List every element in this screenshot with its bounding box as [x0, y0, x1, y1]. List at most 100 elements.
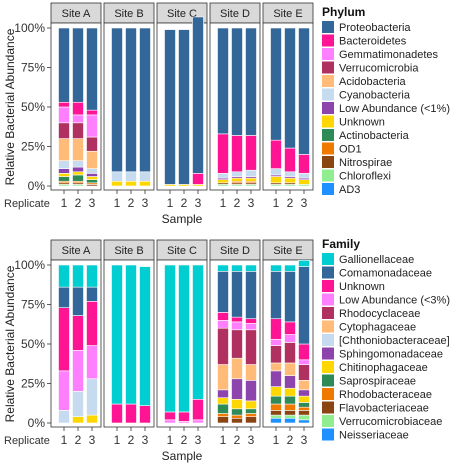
bar-segment [58, 122, 70, 139]
bar-segment [298, 395, 310, 403]
bar-segment [58, 410, 70, 424]
bar-segment [58, 106, 70, 124]
bar-segment [245, 271, 257, 320]
bar-segment [111, 180, 123, 187]
bar-segment [245, 329, 257, 365]
legend-swatch [322, 253, 334, 265]
bar-segment [58, 27, 70, 103]
legend-swatch [322, 374, 334, 387]
legend-swatch [322, 293, 334, 306]
legend-swatch [322, 401, 334, 414]
bar-segment [298, 179, 310, 185]
bar-segment [298, 364, 310, 381]
bar-segment [231, 357, 243, 380]
legend-label: Verrucomicrobia [339, 63, 419, 75]
y-tick-label: 75% [21, 61, 45, 75]
y-tick-label: 50% [21, 337, 45, 351]
bar-segment [284, 334, 296, 343]
bar-segment [298, 389, 310, 397]
bar-segment [125, 27, 137, 173]
legend-label: Unknown [339, 281, 385, 293]
bar-segment [58, 176, 70, 182]
bar-segment [139, 27, 151, 173]
legend-swatch [322, 183, 334, 195]
bar-segment [298, 406, 310, 411]
bar-segment [270, 168, 282, 176]
legend-swatch [322, 388, 334, 400]
bar-segment [178, 411, 190, 422]
bar-segment [270, 362, 282, 372]
legend-swatch [322, 320, 334, 333]
bar-segment [86, 414, 98, 424]
facet-label: Site A [62, 8, 91, 20]
legend-label: Rhodocyclaceae [339, 308, 420, 320]
bar-segment [86, 264, 98, 288]
legend-label: Sphingomonadaceae [339, 349, 443, 361]
bar-segment [217, 179, 229, 184]
x-tick-label: 1 [220, 196, 227, 210]
x-tick-label: 2 [234, 196, 241, 210]
legend-label: Gemmatimonadetes [339, 49, 439, 61]
x-tick-label: 3 [142, 433, 149, 447]
legend-label: [Chthoniobacteraceae] [339, 335, 450, 347]
bar-segment [270, 264, 282, 272]
legend-label: Low Abundance (<3%) [339, 295, 450, 307]
bar-segment [217, 319, 229, 329]
bar-segment [192, 264, 204, 400]
legend-title: Family [322, 237, 360, 251]
bar-segment [298, 154, 310, 174]
bar-segment [298, 27, 310, 155]
bar-segment [245, 364, 257, 381]
bar-segment [298, 380, 310, 391]
bar-segment [58, 286, 70, 308]
bar-segment [178, 264, 190, 413]
bar-segment [164, 419, 176, 424]
bar-segment [270, 403, 282, 411]
bar-segment [72, 174, 84, 182]
bar-segment [139, 171, 151, 182]
bar-segment [245, 27, 257, 136]
bar-segment [231, 177, 243, 182]
legend-swatch [322, 169, 334, 182]
legend-label: Low Abundance (<1%) [339, 103, 450, 115]
bar-segment [86, 345, 98, 380]
bar-segment [72, 138, 84, 162]
x-tick-label: 1 [61, 196, 68, 210]
bar-segment [217, 312, 229, 321]
x-tick-label: 1 [114, 433, 121, 447]
bar-segment [284, 395, 296, 405]
bar-segment [284, 410, 296, 416]
replicate-label: Replicate [4, 435, 50, 447]
bar-segment [298, 414, 310, 421]
legend-swatch [322, 142, 334, 155]
bar-segment [217, 403, 229, 414]
bar-segment [125, 171, 137, 182]
bar-segment [245, 408, 257, 414]
bar-segment [217, 327, 229, 365]
bar-segment [58, 307, 70, 372]
bar-segment [284, 321, 296, 335]
bar-segment [284, 27, 296, 149]
y-tick-label: 0% [28, 416, 46, 430]
bar-segment [125, 180, 137, 187]
bar-segment [217, 133, 229, 174]
legend-label: AD3 [339, 184, 360, 196]
bar-segment [245, 416, 257, 424]
bar-segment [270, 139, 282, 169]
y-tick-label: 0% [28, 179, 46, 193]
legend-title: Phylum [322, 5, 365, 19]
facet-label: Site C [167, 8, 197, 20]
x-tick-label: 1 [167, 196, 174, 210]
bar-segment [217, 413, 229, 417]
bar-segment [231, 271, 243, 318]
legend-swatch [322, 129, 334, 141]
x-tick-label: 2 [75, 196, 82, 210]
legend-swatch [322, 34, 334, 47]
x-tick-label: 1 [61, 433, 68, 447]
bar-segment [58, 101, 70, 108]
bar-segment [86, 378, 98, 416]
bar-segment [192, 173, 204, 185]
bar-segment [270, 370, 282, 387]
legend-swatch [322, 266, 334, 279]
